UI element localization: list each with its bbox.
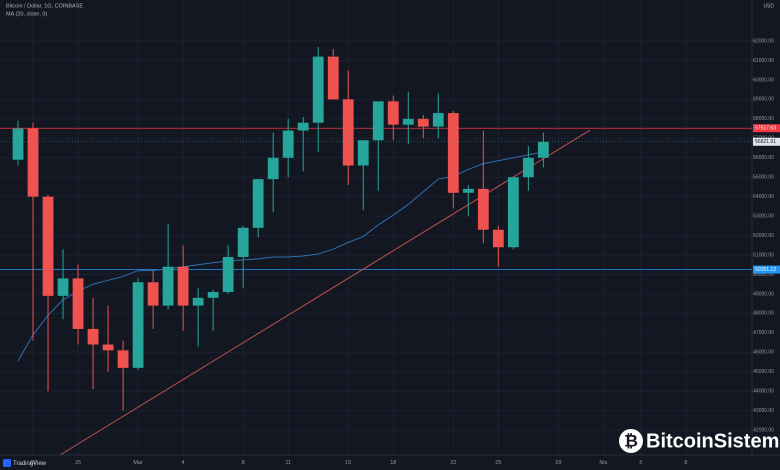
indicator-label: MA (20, close, 0) bbox=[6, 11, 47, 17]
price-level-tag bbox=[753, 265, 780, 274]
y-tick-label: 62000.00 bbox=[753, 38, 774, 44]
candle-body bbox=[417, 118, 429, 127]
price-level-tag bbox=[753, 124, 780, 133]
logo-text: TradingView bbox=[13, 461, 47, 467]
trendline bbox=[59, 129, 591, 456]
y-tick-label: 47000.00 bbox=[753, 330, 774, 336]
last-price-label: 56821.91 bbox=[755, 139, 776, 145]
y-tick-label: 56000.00 bbox=[753, 155, 774, 161]
currency: USD bbox=[763, 3, 774, 9]
candle-body bbox=[492, 229, 504, 248]
candle-body bbox=[102, 344, 114, 351]
candle-body bbox=[252, 179, 264, 228]
y-tick-label: 53000.00 bbox=[753, 213, 774, 219]
x-tick-label: Mar bbox=[133, 460, 143, 466]
y-tick-label: 46000.00 bbox=[753, 350, 774, 356]
candle-body bbox=[432, 113, 444, 127]
candle-body bbox=[162, 266, 174, 306]
candle-body bbox=[27, 128, 39, 197]
candle-body bbox=[207, 291, 219, 298]
candle-body bbox=[192, 297, 204, 306]
candle-body bbox=[132, 282, 144, 368]
candle-body bbox=[72, 278, 84, 329]
y-tick-label: 45000.00 bbox=[753, 369, 774, 375]
watermark-text: BitcoinSistemi bbox=[646, 430, 780, 452]
candle-body bbox=[342, 99, 354, 166]
y-tick-label: 50000.00 bbox=[753, 272, 774, 278]
candle-body bbox=[147, 282, 159, 306]
x-tick-label: 29 bbox=[555, 460, 561, 466]
candle-body bbox=[282, 130, 294, 158]
candle-body bbox=[117, 350, 129, 368]
candle-body bbox=[402, 118, 414, 125]
candle-body bbox=[57, 278, 69, 296]
watermark: ₿ BitcoinSistemi bbox=[619, 429, 780, 453]
price-level-label: 50251.12 bbox=[755, 267, 776, 273]
x-tick-label: 25 bbox=[75, 460, 81, 466]
candle-body bbox=[177, 266, 189, 306]
candle-body bbox=[297, 122, 309, 131]
x-tick-label: 8 bbox=[242, 460, 245, 466]
price-level-label: 57517.63 bbox=[755, 126, 776, 132]
y-tick-label: 52000.00 bbox=[753, 233, 774, 239]
x-tick-label: 25 bbox=[495, 460, 501, 466]
y-tick-label: 55000.00 bbox=[753, 175, 774, 181]
y-tick-label: 59000.00 bbox=[753, 97, 774, 103]
x-tick-label: 22 bbox=[450, 460, 456, 466]
y-tick-label: 60000.00 bbox=[753, 77, 774, 83]
candle-body bbox=[267, 157, 279, 180]
chart-title: Bitcoin / Dollar, 1G, COINBASE bbox=[6, 3, 83, 9]
candle-body bbox=[12, 128, 24, 160]
watermark-icon-glyph: ₿ bbox=[624, 431, 638, 450]
y-tick-label: 48000.00 bbox=[753, 311, 774, 317]
x-tick-label: Nis bbox=[599, 460, 607, 466]
candle-body bbox=[522, 157, 534, 178]
logo-icon bbox=[3, 459, 11, 467]
watermark-icon bbox=[619, 429, 643, 453]
x-tick-label: 11 bbox=[285, 460, 291, 466]
candle-body bbox=[372, 101, 384, 141]
x-tick-label: 4 bbox=[182, 460, 185, 466]
candle-body bbox=[507, 177, 519, 248]
x-tick-label: 18 bbox=[390, 460, 396, 466]
x-tick-label: 15 bbox=[345, 460, 351, 466]
candle-body bbox=[87, 328, 99, 345]
candle-body bbox=[387, 101, 399, 125]
y-tick-label: 43000.00 bbox=[753, 408, 774, 414]
last-price-tag bbox=[753, 137, 780, 146]
candle-body bbox=[447, 113, 459, 193]
x-tick-label: 5 bbox=[639, 460, 642, 466]
candle-body bbox=[477, 188, 489, 230]
x-tick-label: 22 bbox=[30, 460, 36, 466]
y-tick-label: 51000.00 bbox=[753, 252, 774, 258]
y-tick-label: 54000.00 bbox=[753, 194, 774, 200]
x-tick-label: 8 bbox=[684, 460, 687, 466]
candle-body bbox=[327, 56, 339, 100]
candle-body bbox=[312, 56, 324, 123]
y-tick-label: 58000.00 bbox=[753, 116, 774, 122]
logo: TradingView bbox=[3, 459, 47, 467]
y-tick-label: 61000.00 bbox=[753, 58, 774, 64]
candle-body bbox=[222, 256, 234, 292]
candle-body bbox=[462, 188, 474, 193]
candle-body bbox=[42, 196, 54, 296]
candle-body bbox=[357, 140, 369, 166]
y-tick-label: 49000.00 bbox=[753, 291, 774, 297]
candle-body bbox=[537, 141, 549, 158]
candle-body bbox=[237, 227, 249, 257]
y-tick-label: 42000.00 bbox=[753, 427, 774, 433]
y-tick-label: 44000.00 bbox=[753, 389, 774, 395]
